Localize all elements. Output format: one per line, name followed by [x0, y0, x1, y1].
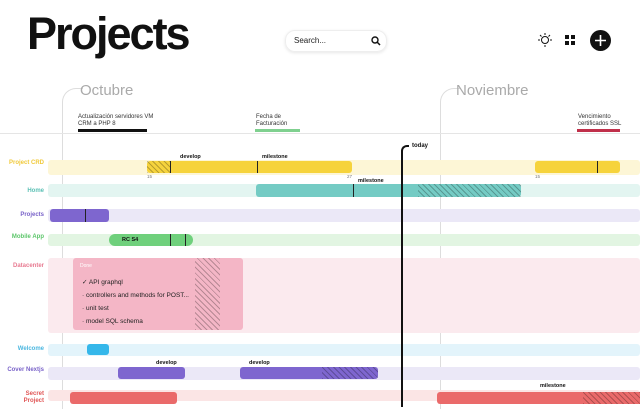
row-label: Projects	[20, 212, 44, 218]
row-label: Home	[27, 188, 44, 194]
milestone-bar	[577, 129, 620, 132]
theme-toggle[interactable]	[537, 32, 553, 48]
row-label: Cover Nextjs	[7, 367, 44, 373]
bar-label: develop	[180, 154, 201, 160]
bar-label: develop	[156, 360, 177, 366]
bar-label: RC S4	[122, 237, 139, 243]
marker	[353, 184, 354, 197]
row-label: Mobile App	[11, 234, 44, 240]
task-bar[interactable]	[109, 234, 193, 246]
checklist-item[interactable]: · unit test	[82, 305, 109, 312]
marker	[85, 209, 86, 222]
task-bar[interactable]	[118, 367, 185, 379]
milestone-bar	[255, 129, 300, 132]
header-rule	[0, 133, 640, 134]
today-label: today	[412, 143, 429, 149]
lane	[48, 234, 640, 246]
lane	[48, 390, 640, 401]
milestone-label: Vencimiento certificados SSL	[578, 114, 622, 127]
bar-label: develop	[249, 360, 270, 366]
month-label: Noviembre	[456, 82, 529, 99]
search-placeholder: Search...	[294, 36, 327, 45]
checklist-item[interactable]: · controllers and methods for POST...	[82, 292, 189, 299]
row-label: Welcome	[17, 346, 44, 352]
month-divider	[62, 88, 83, 409]
item-text: model SQL schema	[85, 318, 143, 325]
month-label: Octubre	[80, 82, 134, 99]
bar-label: milestone	[358, 178, 384, 184]
item-text: unit test	[85, 305, 109, 312]
task-bar[interactable]	[240, 367, 378, 379]
task-bar[interactable]	[256, 184, 521, 197]
task-bar[interactable]	[87, 344, 109, 355]
task-bar[interactable]	[437, 392, 640, 404]
date-label: 15	[147, 174, 153, 179]
row-label: Project CRD	[8, 160, 44, 166]
date-label: 27	[347, 174, 353, 179]
today-line	[401, 145, 409, 407]
marker	[257, 161, 258, 173]
search-box[interactable]: Search...	[285, 30, 387, 52]
task-bar[interactable]	[50, 209, 109, 222]
checklist-item[interactable]: · model SQL schema	[82, 318, 143, 325]
task-bar[interactable]	[147, 161, 352, 173]
lane	[48, 209, 640, 222]
search-icon	[371, 36, 381, 46]
row-label: Datacenter	[12, 263, 44, 269]
grid-view[interactable]	[565, 35, 575, 45]
item-text: API graphql	[88, 279, 123, 286]
task-bar[interactable]	[535, 161, 620, 173]
checklist-item[interactable]: ✓ API graphql	[82, 279, 123, 286]
page-title: Projects	[27, 8, 191, 59]
date-label: 15	[535, 174, 541, 179]
add-button[interactable]	[590, 30, 611, 51]
milestone-label: Actualización servidores VM CRM a PHP 8	[78, 114, 154, 127]
marker	[185, 234, 186, 246]
marker	[170, 234, 171, 246]
marker	[597, 161, 598, 173]
checklist-title: Done	[80, 263, 92, 269]
task-card[interactable]	[73, 258, 243, 330]
month-divider	[440, 88, 461, 409]
item-text: controllers and methods for POST...	[85, 292, 189, 299]
marker	[170, 161, 171, 173]
checklist: ✓ API graphql · controllers and methods …	[82, 276, 189, 328]
bar-label: milestone	[262, 154, 288, 160]
milestone-label: Fecha de Facturación	[256, 114, 288, 127]
lane	[48, 344, 640, 356]
milestone-bar	[78, 129, 147, 132]
task-bar[interactable]	[70, 392, 177, 404]
bar-label: milestone	[540, 383, 566, 389]
row-label: Secret Project	[23, 391, 44, 404]
